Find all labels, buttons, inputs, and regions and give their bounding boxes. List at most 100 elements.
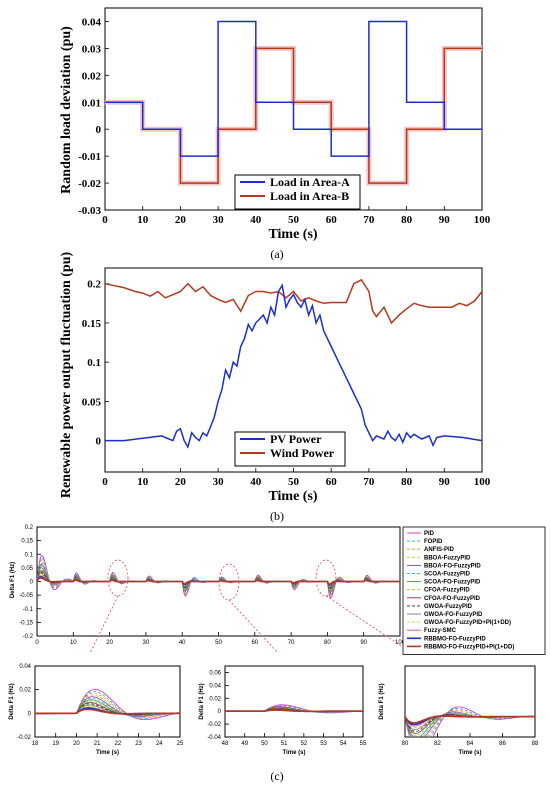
legend-label: Fuzzy-SMC — [424, 628, 457, 634]
zoom-ylabel: Delta F1 (Hz) — [199, 683, 205, 719]
y-tick-label: 0.01 — [82, 97, 101, 109]
panel-c-legend: PID FOPID ANFIS-PID BBOA-FuzzyPID BBOA-FO-Fu… — [402, 526, 546, 655]
x-tick-label: 82 — [434, 741, 441, 747]
series-pv-power — [105, 283, 483, 449]
zoom-ellipse — [107, 559, 129, 597]
series-bboa-fuzzypid — [37, 561, 400, 595]
series-rbbmo-fo-fuzzypid-pi-1-dd- — [225, 709, 363, 713]
panel-a-xlabel: Time (s) — [268, 227, 317, 242]
x-tick-label: 0 — [102, 476, 108, 488]
y-tick-label: 0.1 — [87, 357, 101, 369]
y-tick-label: 0 — [96, 436, 102, 448]
y-tick-label: -0.02 — [17, 735, 31, 741]
x-tick-label: 10 — [137, 214, 149, 226]
y-tick-label: -0.02 — [207, 722, 221, 728]
y-tick-label: 0 — [96, 124, 102, 136]
x-tick-label: 49 — [241, 741, 248, 747]
series-fopid — [35, 691, 180, 719]
x-tick-label: 100 — [474, 476, 491, 488]
x-tick-label: 60 — [326, 476, 338, 488]
x-tick-label: 84 — [467, 741, 474, 747]
x-tick-label: 60 — [326, 214, 338, 226]
legend-label: GWOA-FuzzyPID — [424, 604, 473, 610]
caption-c: (c) — [270, 769, 283, 783]
x-tick-label: 55 — [360, 741, 367, 747]
legend-box — [234, 431, 346, 467]
x-tick-label: 50 — [261, 741, 268, 747]
x-tick-label: 20 — [73, 741, 80, 747]
legend-label: Load in Area-A — [270, 175, 350, 189]
y-tick-label: 0 — [30, 580, 34, 586]
x-tick-label: 0 — [35, 640, 39, 646]
x-tick-label: 100 — [474, 214, 491, 226]
x-tick-label: 80 — [402, 741, 409, 747]
x-tick-label: 54 — [340, 741, 347, 747]
series-bboa-fo-fuzzypid — [37, 563, 400, 594]
legend-label: CFOA-FO-FuzzyPID — [424, 596, 481, 602]
x-tick-label: 50 — [215, 640, 222, 646]
x-tick-label: 48 — [222, 741, 229, 747]
zoom-arrow-3 — [325, 595, 413, 654]
series-pid — [405, 706, 535, 737]
legend-label: RBBMO-FO-FuzzyPID+PI(1+DD) — [424, 644, 514, 650]
legend-label: RBBMO-FO-FuzzyPID — [424, 636, 486, 642]
x-tick-label: 0 — [102, 214, 108, 226]
y-tick-label: -0.1 — [23, 607, 34, 613]
zoom-xlabel: Time (s) — [459, 750, 482, 756]
series-gwoa-fo-fuzzypid-pi-1-dd- — [35, 705, 180, 715]
series-anfis-pid — [37, 559, 400, 597]
legend-label: SCOA-FO-FuzzyPID — [424, 580, 481, 586]
legend-label: ANFIS-PID — [424, 547, 455, 553]
y-tick-label: 0 — [28, 711, 32, 717]
series-cfoa-fo-fuzzypid — [37, 570, 400, 590]
y-tick-label: 0.02 — [209, 696, 221, 702]
y-tick-label: 0.2 — [87, 279, 101, 291]
y-tick-label: 0.1 — [25, 552, 34, 558]
panel-c-zoom-3-chart: 80 82 84 86 88 Time (s) Delta F1 (Hz) — [379, 665, 539, 756]
x-tick-label: 70 — [363, 214, 375, 226]
y-tick-label: -0.05 — [19, 593, 33, 599]
x-tick-label: 10 — [70, 640, 77, 646]
series-rbbmo-fo-fuzzypid-pi-1-dd- — [405, 715, 535, 724]
caption-a: (a) — [270, 247, 283, 261]
y-tick-label: -0.03 — [78, 205, 101, 217]
y-tick-label: 0.15 — [82, 318, 102, 330]
legend-label: Wind Power — [270, 446, 335, 460]
y-tick-label: 0.03 — [82, 43, 102, 55]
x-tick-label: 30 — [213, 214, 225, 226]
zoom-ellipse — [218, 563, 240, 601]
zoom-ylabel: Delta F1 (Hz) — [9, 683, 15, 719]
y-tick-label: -0.2 — [23, 634, 34, 640]
x-tick-label: 20 — [175, 476, 187, 488]
x-tick-label: 80 — [401, 476, 413, 488]
legend-label: CFOA-FuzzyPID — [424, 588, 470, 594]
y-tick-label: 0.02 — [82, 70, 102, 82]
series-anfis-pid — [35, 692, 180, 719]
x-tick-label: 40 — [250, 214, 262, 226]
x-tick-label: 80 — [401, 214, 413, 226]
y-tick-label: 0.04 — [209, 683, 221, 689]
x-tick-label: 30 — [143, 640, 150, 646]
panel-c-zoom-1-chart: 18 19 20 21 22 23 24 25 -0.02 0 0.02 0.04 Time (s) De… — [9, 664, 184, 756]
panel-c-zoom-2-chart: 48 49 50 51 52 53 54 55 -0.04 -0.02 0 0.02 0.04 0.06 T… — [199, 665, 367, 756]
y-tick-label: 0.02 — [19, 688, 31, 694]
y-tick-label: 0.04 — [82, 16, 102, 28]
x-tick-label: 60 — [251, 640, 258, 646]
y-tick-label: 0.15 — [21, 539, 33, 545]
legend-label: FOPID — [424, 539, 443, 545]
zoom-arrow-2 — [228, 599, 279, 654]
x-tick-label: 52 — [301, 741, 308, 747]
y-tick-label: 0.04 — [19, 664, 31, 670]
x-tick-label: 80 — [324, 640, 331, 646]
legend-label: PID — [424, 531, 435, 537]
x-tick-label: 100 — [395, 640, 406, 646]
legend-box — [234, 174, 361, 210]
panel-c-ylabel: Delta F1 (Hz) — [10, 562, 16, 598]
series-scoa-fo-fuzzypid — [37, 567, 400, 592]
panel-c-main-chart: 0 10 20 30 40 50 60 70 80 90 100 -0.2 -0.15 -0.1 -0.05… — [10, 525, 413, 654]
series-pid — [37, 554, 400, 599]
x-tick-label: 50 — [288, 214, 300, 226]
zoom-xlabel: Time (s) — [283, 750, 306, 756]
series-rbbmo-fo-fuzzypid-pi-1-dd- — [37, 576, 400, 585]
